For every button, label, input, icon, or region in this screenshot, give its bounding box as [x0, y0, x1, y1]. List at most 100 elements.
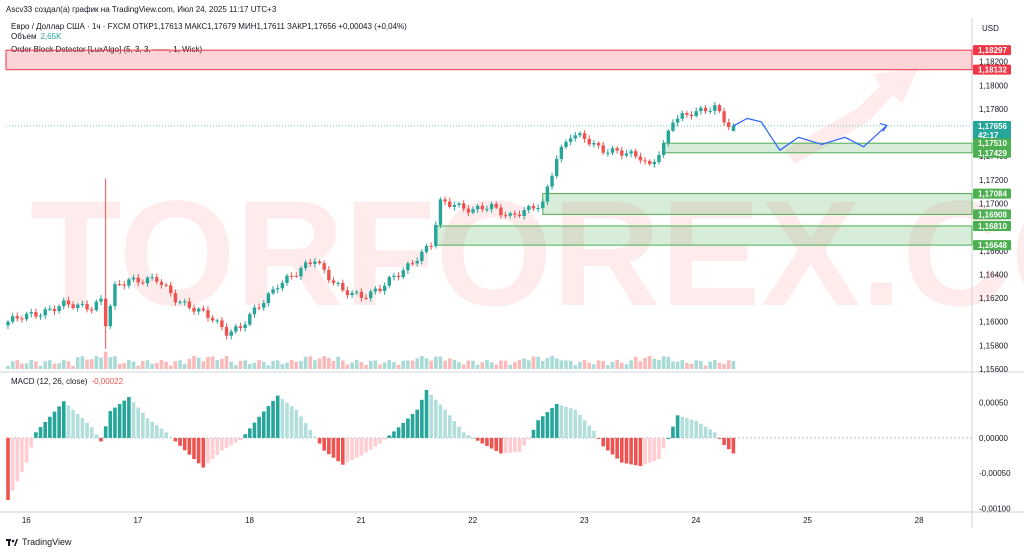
candle-body[interactable]	[85, 303, 89, 310]
candle-body[interactable]	[452, 205, 457, 207]
candle-body[interactable]	[680, 113, 684, 119]
price-badge[interactable]	[973, 220, 1011, 231]
candle-body[interactable]	[489, 203, 494, 210]
candle-body[interactable]	[382, 285, 387, 292]
candle-body[interactable]	[634, 151, 638, 157]
candle-body[interactable]	[252, 307, 257, 315]
candle-body[interactable]	[164, 284, 168, 286]
candle-body[interactable]	[136, 277, 140, 283]
candle-body[interactable]	[234, 326, 238, 332]
candle-body[interactable]	[661, 143, 666, 156]
candle-body[interactable]	[564, 141, 568, 147]
candle-body[interactable]	[536, 208, 540, 210]
candle-body[interactable]	[420, 251, 424, 262]
candle-body[interactable]	[173, 293, 178, 303]
candle-body[interactable]	[475, 205, 480, 210]
candle-body[interactable]	[657, 155, 661, 162]
candle-body[interactable]	[485, 209, 489, 211]
candle-body[interactable]	[62, 300, 66, 307]
tradingview-footer[interactable]: TradingView	[6, 537, 72, 547]
candle-body[interactable]	[364, 297, 368, 299]
candle-body[interactable]	[689, 114, 694, 116]
candle-body[interactable]	[341, 282, 345, 291]
candle-body[interactable]	[592, 143, 596, 145]
candle-body[interactable]	[38, 315, 43, 317]
candle-body[interactable]	[266, 293, 271, 304]
price-badge[interactable]	[973, 120, 1011, 131]
candle-body[interactable]	[29, 312, 33, 314]
candle-body[interactable]	[201, 308, 205, 311]
candle-body[interactable]	[117, 284, 122, 286]
candle-body[interactable]	[6, 321, 10, 326]
candle-body[interactable]	[727, 122, 731, 128]
candle-body[interactable]	[159, 281, 164, 285]
candle-body[interactable]	[652, 161, 657, 165]
candle-body[interactable]	[150, 277, 154, 279]
candle-body[interactable]	[438, 199, 443, 225]
candle-body[interactable]	[666, 130, 670, 144]
candle-body[interactable]	[541, 201, 545, 209]
order-block-bearish[interactable]	[5, 49, 973, 71]
candle-body[interactable]	[178, 301, 182, 303]
price-badge[interactable]	[973, 138, 1011, 149]
price-badge[interactable]	[973, 129, 1011, 140]
candle-body[interactable]	[57, 306, 61, 312]
candle-body[interactable]	[638, 156, 643, 161]
candle-body[interactable]	[350, 292, 354, 296]
candle-body[interactable]	[522, 210, 526, 216]
candle-body[interactable]	[345, 290, 350, 296]
candle-body[interactable]	[494, 203, 498, 208]
candle-body[interactable]	[294, 275, 298, 277]
candle-body[interactable]	[531, 206, 536, 209]
candle-body[interactable]	[308, 262, 312, 264]
candle-body[interactable]	[43, 309, 47, 316]
candle-body[interactable]	[587, 138, 591, 145]
candle-body[interactable]	[429, 245, 433, 247]
candle-body[interactable]	[99, 298, 103, 302]
candle-body[interactable]	[94, 301, 99, 311]
candle-body[interactable]	[471, 209, 475, 213]
candle-body[interactable]	[299, 268, 303, 277]
candle-body[interactable]	[434, 224, 438, 247]
volume-legend[interactable]: Объем 2,65K	[11, 32, 61, 41]
candle-body[interactable]	[513, 213, 517, 215]
candle-body[interactable]	[415, 261, 419, 264]
candle-body[interactable]	[685, 113, 689, 115]
candle-body[interactable]	[276, 288, 280, 290]
candle-body[interactable]	[76, 304, 80, 308]
candle-body[interactable]	[289, 275, 294, 277]
candle-body[interactable]	[327, 269, 331, 281]
candle-body[interactable]	[285, 275, 289, 283]
candle-body[interactable]	[610, 148, 615, 153]
candle-body[interactable]	[648, 161, 652, 165]
candle-body[interactable]	[466, 208, 471, 213]
candle-body[interactable]	[141, 282, 145, 284]
order-block-bullish[interactable]	[663, 142, 973, 154]
price-badge[interactable]	[973, 64, 1011, 75]
candle-body[interactable]	[271, 289, 275, 294]
candle-body[interactable]	[71, 304, 75, 308]
symbol-info[interactable]: Евро / Доллар США · 1ч · FXCM ОТКР1,1761…	[11, 22, 407, 31]
forecast-path[interactable]	[733, 117, 888, 152]
candle-body[interactable]	[131, 277, 136, 280]
price-badge[interactable]	[973, 188, 1011, 199]
candle-body[interactable]	[462, 203, 466, 209]
candle-body[interactable]	[369, 291, 373, 299]
candle-body[interactable]	[210, 317, 215, 321]
candle-body[interactable]	[517, 214, 522, 216]
candle-body[interactable]	[262, 303, 266, 308]
candle-body[interactable]	[322, 263, 326, 270]
candle-body[interactable]	[52, 308, 57, 312]
candle-body[interactable]	[303, 262, 308, 269]
candle-body[interactable]	[387, 277, 391, 286]
candle-body[interactable]	[15, 316, 19, 319]
price-badge[interactable]	[973, 209, 1011, 220]
candle-body[interactable]	[601, 145, 605, 153]
candle-body[interactable]	[127, 279, 131, 286]
candle-body[interactable]	[196, 308, 201, 312]
candle-body[interactable]	[66, 300, 71, 305]
candle-body[interactable]	[229, 331, 233, 336]
candle-body[interactable]	[731, 125, 736, 132]
candle-body[interactable]	[257, 307, 261, 309]
candle-body[interactable]	[448, 201, 452, 207]
